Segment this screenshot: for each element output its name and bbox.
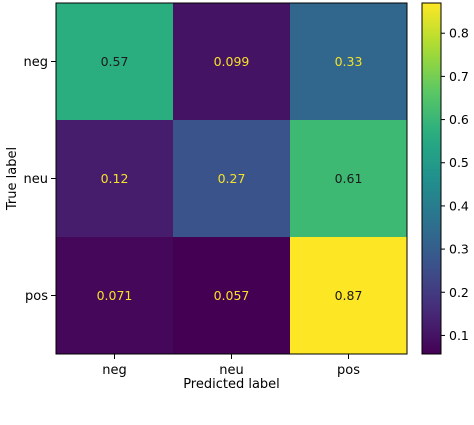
cell-value-labels: 0.57 0.099 0.33 0.12 0.27 0.61 0.071 0.057 0.87 xyxy=(97,54,363,303)
heatmap-cell-neg-neu xyxy=(173,3,290,120)
y-axis-ticks: neg neu pos xyxy=(24,55,56,304)
x-tick-label-neu: neu xyxy=(219,363,243,378)
colorbar-tick-label: 0.3 xyxy=(449,242,469,257)
cell-value-label-neg-neu: 0.099 xyxy=(214,54,250,69)
heatmap-cell-neg-pos xyxy=(290,3,407,120)
heatmap-cell-pos-neu xyxy=(173,237,290,354)
colorbar-tick-label: 0.5 xyxy=(449,155,469,170)
colorbar-tick-label: 0.6 xyxy=(449,112,469,127)
heatmap-cell-neu-neg xyxy=(56,120,173,237)
cell-value-label-neg-neg: 0.57 xyxy=(101,54,129,69)
cell-value-label-pos-pos: 0.87 xyxy=(335,288,363,303)
cell-value-label-pos-neg: 0.071 xyxy=(97,288,133,303)
colorbar-tick-label: 0.2 xyxy=(449,285,469,300)
cell-value-label-neu-neu: 0.27 xyxy=(218,171,246,186)
cell-value-label-neu-pos: 0.61 xyxy=(335,171,363,186)
colorbar-tick-label: 0.1 xyxy=(449,328,469,343)
x-tick-label-pos: pos xyxy=(337,363,360,378)
colorbar-tick-label: 0.4 xyxy=(449,198,469,213)
colorbar-tick-label: 0.7 xyxy=(449,69,469,84)
colorbar xyxy=(421,2,442,355)
y-axis-label: True label xyxy=(5,147,20,211)
cell-value-label-neu-neg: 0.12 xyxy=(101,171,129,186)
heatmap-cell-neu-pos xyxy=(290,120,407,237)
colorbar-ticks: 0.1 0.2 0.3 0.4 0.5 0.6 0.7 0.8 xyxy=(441,26,469,343)
cell-value-label-pos-neu: 0.057 xyxy=(214,288,250,303)
cell-value-label-neg-pos: 0.33 xyxy=(335,54,363,69)
y-tick-label-pos: pos xyxy=(25,289,48,304)
x-tick-label-neg: neg xyxy=(102,363,127,378)
x-axis-ticks: neg neu pos xyxy=(102,354,360,378)
heatmap-cell-pos-neg xyxy=(56,237,173,354)
heatmap-cell-neg-neg xyxy=(56,3,173,120)
heatmap-cell-neu-neu xyxy=(173,120,290,237)
y-tick-label-neu: neu xyxy=(24,172,48,187)
heatmap-cell-pos-pos xyxy=(290,237,407,354)
x-axis-label: Predicted label xyxy=(183,377,280,392)
y-tick-label-neg: neg xyxy=(24,55,49,70)
colorbar-tick-label: 0.8 xyxy=(449,26,469,41)
heatmap-cells xyxy=(56,3,407,354)
